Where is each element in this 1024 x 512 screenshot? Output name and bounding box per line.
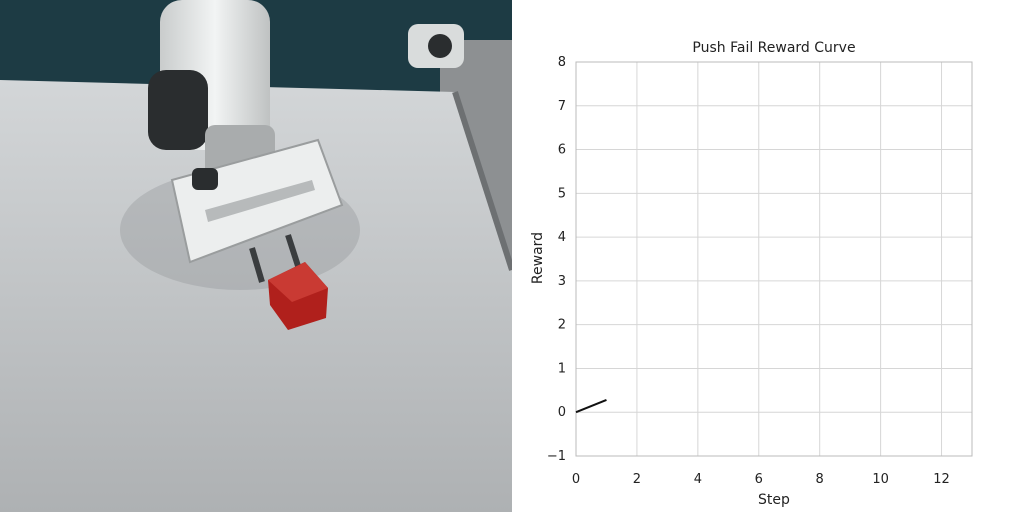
y-tick-label: 2 [558, 318, 566, 333]
chart-series [575, 399, 607, 414]
series-line [575, 399, 607, 414]
chart-grid [575, 61, 972, 457]
red-cube-top [268, 262, 328, 302]
x-axis-label: Step [758, 492, 790, 508]
y-tick-label: 0 [558, 405, 566, 420]
y-tick-label: 8 [558, 55, 566, 70]
y-tick-label: 5 [558, 186, 566, 201]
x-tick-label: 10 [872, 472, 889, 487]
x-tick-label: 8 [816, 472, 824, 487]
y-tick-label: 1 [558, 361, 566, 376]
x-tick-label: 4 [694, 472, 702, 487]
y-tick-label: 4 [558, 230, 566, 245]
y-tick-label: 3 [558, 274, 566, 289]
table-surface [0, 80, 512, 512]
gripper-finger-right [285, 234, 301, 267]
x-tick-label: 0 [572, 472, 580, 487]
device-right-lens [428, 34, 452, 58]
y-tick-label: 6 [558, 143, 566, 158]
x-tick-label: 2 [633, 472, 641, 487]
x-tick-label: 6 [755, 472, 763, 487]
reward-chart: Push Fail Reward Curve 0 2 4 6 8 10 12−1012345… [530, 40, 973, 508]
y-tick-label: 7 [558, 99, 566, 114]
chart-title: Push Fail Reward Curve [692, 40, 855, 56]
y-tick-label: −1 [547, 449, 566, 464]
robot-arm-joint [148, 70, 208, 150]
robot-scene-photo [0, 0, 512, 512]
plot-frame [575, 61, 973, 457]
robot-gripper-button [192, 168, 218, 190]
y-axis-label: Reward [530, 232, 546, 284]
x-tick-label: 12 [933, 472, 950, 487]
robot-gripper-slot [205, 180, 315, 222]
gripper-finger-left [249, 247, 265, 283]
table-edge [452, 91, 512, 271]
